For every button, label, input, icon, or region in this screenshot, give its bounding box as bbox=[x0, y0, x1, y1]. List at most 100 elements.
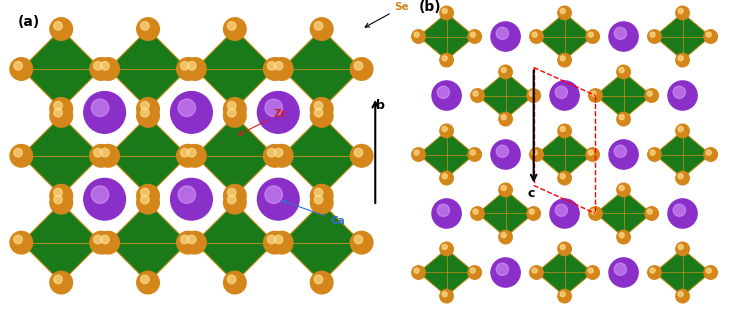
Circle shape bbox=[176, 145, 199, 167]
Circle shape bbox=[137, 18, 159, 40]
Circle shape bbox=[619, 233, 624, 238]
Circle shape bbox=[10, 231, 32, 254]
Circle shape bbox=[263, 58, 286, 80]
Circle shape bbox=[586, 30, 599, 43]
Circle shape bbox=[14, 61, 22, 70]
Circle shape bbox=[137, 98, 159, 120]
Circle shape bbox=[227, 108, 236, 117]
Polygon shape bbox=[108, 29, 188, 109]
Circle shape bbox=[558, 124, 571, 138]
Circle shape bbox=[354, 61, 363, 70]
Circle shape bbox=[558, 53, 571, 67]
Circle shape bbox=[263, 231, 286, 254]
Circle shape bbox=[97, 58, 120, 80]
Circle shape bbox=[354, 148, 363, 157]
Circle shape bbox=[94, 148, 103, 157]
Circle shape bbox=[676, 53, 689, 67]
Circle shape bbox=[609, 258, 638, 287]
Circle shape bbox=[560, 244, 565, 250]
Polygon shape bbox=[282, 29, 362, 109]
Circle shape bbox=[440, 124, 453, 138]
Circle shape bbox=[97, 231, 120, 254]
Circle shape bbox=[414, 150, 419, 155]
Circle shape bbox=[609, 22, 638, 51]
Circle shape bbox=[440, 289, 453, 303]
Circle shape bbox=[258, 91, 299, 133]
Circle shape bbox=[90, 231, 112, 254]
Circle shape bbox=[668, 81, 697, 110]
Circle shape bbox=[491, 22, 520, 51]
Circle shape bbox=[648, 266, 661, 279]
Circle shape bbox=[589, 207, 602, 220]
Polygon shape bbox=[21, 203, 101, 282]
Polygon shape bbox=[655, 249, 711, 296]
Circle shape bbox=[704, 148, 717, 161]
Circle shape bbox=[678, 174, 683, 179]
Circle shape bbox=[311, 98, 333, 120]
Circle shape bbox=[532, 150, 537, 155]
Circle shape bbox=[706, 32, 711, 37]
Circle shape bbox=[678, 126, 683, 132]
Circle shape bbox=[184, 58, 206, 80]
Circle shape bbox=[437, 204, 449, 216]
Circle shape bbox=[530, 30, 543, 43]
Circle shape bbox=[140, 188, 149, 197]
Circle shape bbox=[54, 195, 62, 204]
Circle shape bbox=[676, 171, 689, 185]
Text: Zr: Zr bbox=[238, 109, 286, 135]
Circle shape bbox=[184, 145, 206, 167]
Circle shape bbox=[491, 140, 520, 169]
Polygon shape bbox=[195, 29, 275, 109]
Text: Ca: Ca bbox=[282, 200, 345, 226]
Circle shape bbox=[414, 32, 419, 37]
Circle shape bbox=[92, 186, 108, 203]
Circle shape bbox=[499, 112, 512, 126]
Circle shape bbox=[224, 18, 246, 40]
Circle shape bbox=[678, 292, 683, 297]
Circle shape bbox=[619, 115, 624, 120]
Circle shape bbox=[181, 61, 189, 70]
Circle shape bbox=[501, 233, 506, 238]
Circle shape bbox=[473, 209, 478, 214]
Polygon shape bbox=[418, 131, 475, 178]
Circle shape bbox=[50, 271, 72, 294]
Polygon shape bbox=[596, 190, 652, 237]
Circle shape bbox=[14, 235, 22, 244]
Circle shape bbox=[555, 204, 568, 216]
Circle shape bbox=[676, 242, 689, 256]
Circle shape bbox=[591, 91, 596, 96]
Circle shape bbox=[647, 91, 652, 96]
Circle shape bbox=[275, 148, 283, 157]
Circle shape bbox=[176, 231, 199, 254]
Circle shape bbox=[527, 89, 540, 102]
Circle shape bbox=[227, 188, 236, 197]
Circle shape bbox=[354, 235, 363, 244]
Circle shape bbox=[178, 186, 196, 203]
Circle shape bbox=[648, 148, 661, 161]
Circle shape bbox=[265, 186, 283, 203]
Circle shape bbox=[471, 89, 484, 102]
Circle shape bbox=[501, 115, 506, 120]
Circle shape bbox=[50, 104, 72, 127]
Circle shape bbox=[650, 268, 655, 273]
Circle shape bbox=[84, 178, 125, 220]
Circle shape bbox=[14, 148, 22, 157]
Circle shape bbox=[224, 271, 246, 294]
Circle shape bbox=[137, 184, 159, 207]
Circle shape bbox=[351, 231, 373, 254]
Circle shape bbox=[311, 191, 333, 214]
Circle shape bbox=[496, 27, 508, 40]
Polygon shape bbox=[195, 203, 275, 282]
Circle shape bbox=[558, 289, 571, 303]
Circle shape bbox=[532, 32, 537, 37]
Circle shape bbox=[137, 271, 159, 294]
Circle shape bbox=[84, 91, 125, 133]
Polygon shape bbox=[108, 203, 188, 282]
Circle shape bbox=[550, 199, 579, 228]
Circle shape bbox=[650, 150, 655, 155]
Circle shape bbox=[645, 89, 658, 102]
Circle shape bbox=[530, 266, 543, 279]
Circle shape bbox=[270, 58, 293, 80]
Circle shape bbox=[678, 8, 683, 14]
Circle shape bbox=[470, 32, 475, 37]
